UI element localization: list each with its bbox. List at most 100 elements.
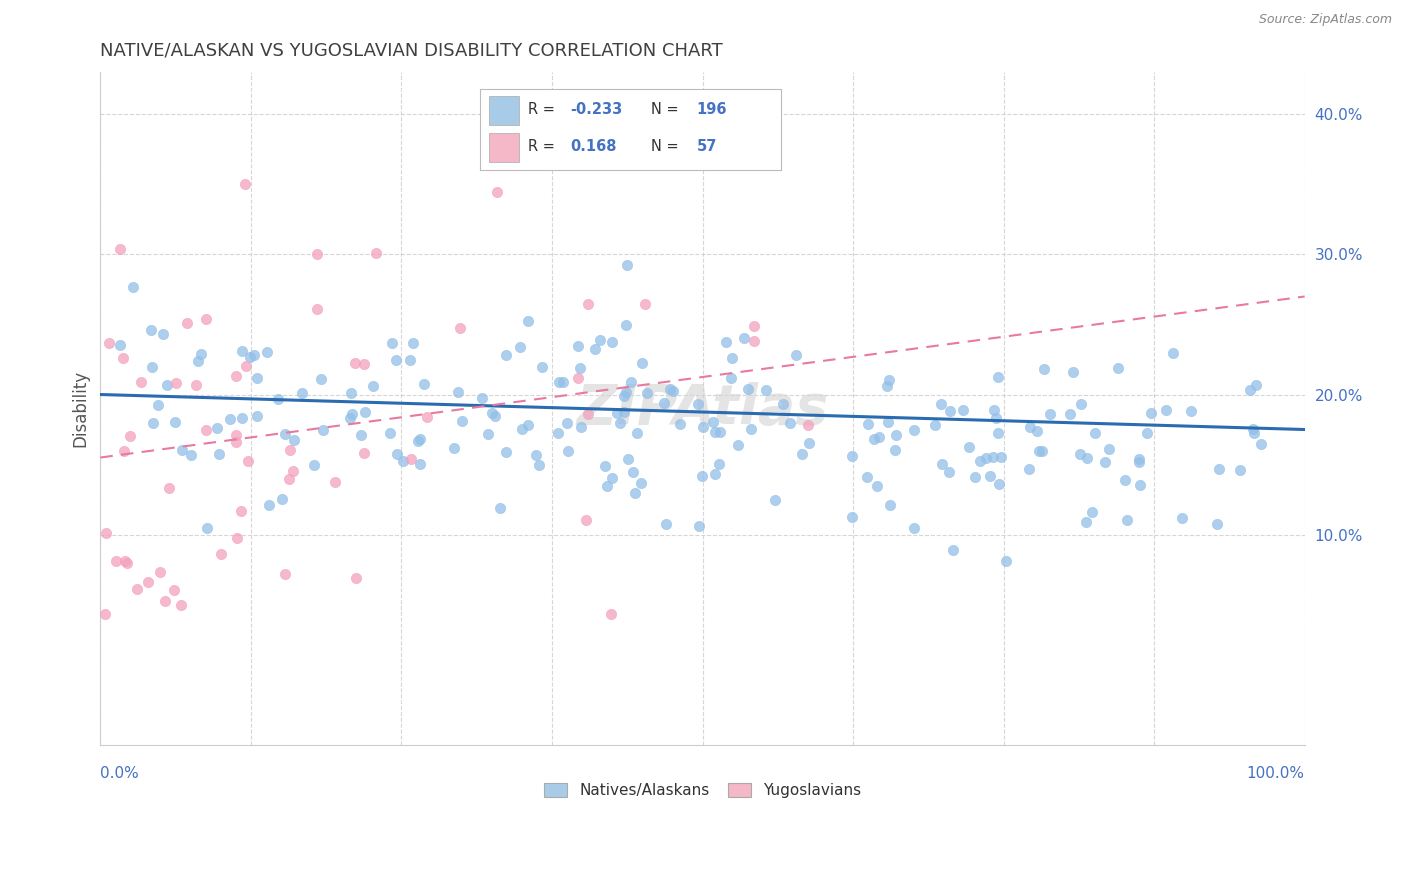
Point xyxy=(402,336,425,351)
Point xyxy=(384,353,406,368)
Point xyxy=(984,410,1007,425)
Point xyxy=(142,417,165,431)
Point xyxy=(1244,378,1267,392)
Point xyxy=(987,369,1010,384)
Point xyxy=(225,435,247,450)
Point xyxy=(1128,455,1150,469)
Point xyxy=(484,409,506,424)
Point xyxy=(602,334,624,349)
Point xyxy=(385,447,408,461)
Legend: Natives/Alaskans, Yugoslavians: Natives/Alaskans, Yugoslavians xyxy=(538,776,868,805)
Point xyxy=(114,554,136,568)
Point xyxy=(720,371,742,385)
Point xyxy=(974,451,997,466)
Point xyxy=(381,336,404,351)
Point xyxy=(391,453,413,467)
Point xyxy=(165,376,187,391)
Point xyxy=(1059,407,1081,421)
Point xyxy=(517,417,540,432)
Point xyxy=(938,465,960,479)
Text: 100.0%: 100.0% xyxy=(1247,765,1305,780)
Point xyxy=(553,375,575,389)
Point xyxy=(481,406,503,420)
Point xyxy=(323,475,346,489)
Point xyxy=(617,452,640,467)
Point xyxy=(225,531,247,545)
Point xyxy=(755,383,778,397)
Point xyxy=(614,384,637,399)
Point xyxy=(239,350,262,364)
Point xyxy=(636,386,658,401)
Point xyxy=(630,476,652,491)
Point xyxy=(146,398,169,412)
Point xyxy=(1028,444,1050,458)
Point xyxy=(509,340,531,354)
Point xyxy=(983,402,1005,417)
Point xyxy=(190,347,212,361)
Point xyxy=(1080,505,1102,519)
Point xyxy=(633,296,655,310)
Point xyxy=(702,415,724,429)
Point xyxy=(209,547,232,561)
Point xyxy=(170,598,193,612)
Point xyxy=(121,280,143,294)
Point xyxy=(339,410,361,425)
Point xyxy=(486,185,509,199)
Point xyxy=(1031,443,1053,458)
Point xyxy=(1018,462,1040,476)
Point xyxy=(716,334,738,349)
Point xyxy=(136,575,159,590)
Point xyxy=(742,319,765,334)
Point xyxy=(495,445,517,459)
Point xyxy=(233,178,256,192)
Point xyxy=(1136,425,1159,440)
Point xyxy=(613,389,636,403)
Point xyxy=(205,421,228,435)
Point xyxy=(737,383,759,397)
Point xyxy=(184,378,207,392)
Point xyxy=(779,416,801,430)
Point xyxy=(302,458,325,472)
Point xyxy=(568,360,591,375)
Point xyxy=(415,410,437,425)
Point xyxy=(576,408,599,422)
Point xyxy=(979,469,1001,483)
Point xyxy=(703,467,725,481)
Point xyxy=(1019,420,1042,434)
Point xyxy=(149,565,172,579)
Point xyxy=(364,246,387,260)
Point xyxy=(626,425,648,440)
Point xyxy=(273,566,295,581)
Point xyxy=(939,404,962,418)
Point xyxy=(246,409,269,424)
Point xyxy=(187,353,209,368)
Point xyxy=(742,334,765,348)
Point xyxy=(884,442,907,457)
Point xyxy=(600,607,623,621)
Point xyxy=(283,433,305,447)
Point xyxy=(257,498,280,512)
Point xyxy=(593,459,616,474)
Point xyxy=(583,342,606,356)
Point xyxy=(399,352,422,367)
Point xyxy=(307,301,329,316)
Point xyxy=(721,351,744,366)
Point xyxy=(361,379,384,393)
Point xyxy=(796,417,818,432)
Point xyxy=(620,375,643,389)
Point xyxy=(983,450,1005,464)
Point xyxy=(1250,436,1272,450)
Point xyxy=(727,438,749,452)
Point xyxy=(270,492,292,507)
Point xyxy=(1032,361,1054,376)
Point xyxy=(443,441,465,455)
Point xyxy=(155,594,177,608)
Point xyxy=(1208,462,1230,476)
Point xyxy=(1241,421,1264,435)
Point xyxy=(709,425,731,439)
Point xyxy=(449,320,471,334)
Point xyxy=(141,359,163,374)
Point xyxy=(339,385,361,400)
Point xyxy=(530,359,553,374)
Point xyxy=(990,450,1012,465)
